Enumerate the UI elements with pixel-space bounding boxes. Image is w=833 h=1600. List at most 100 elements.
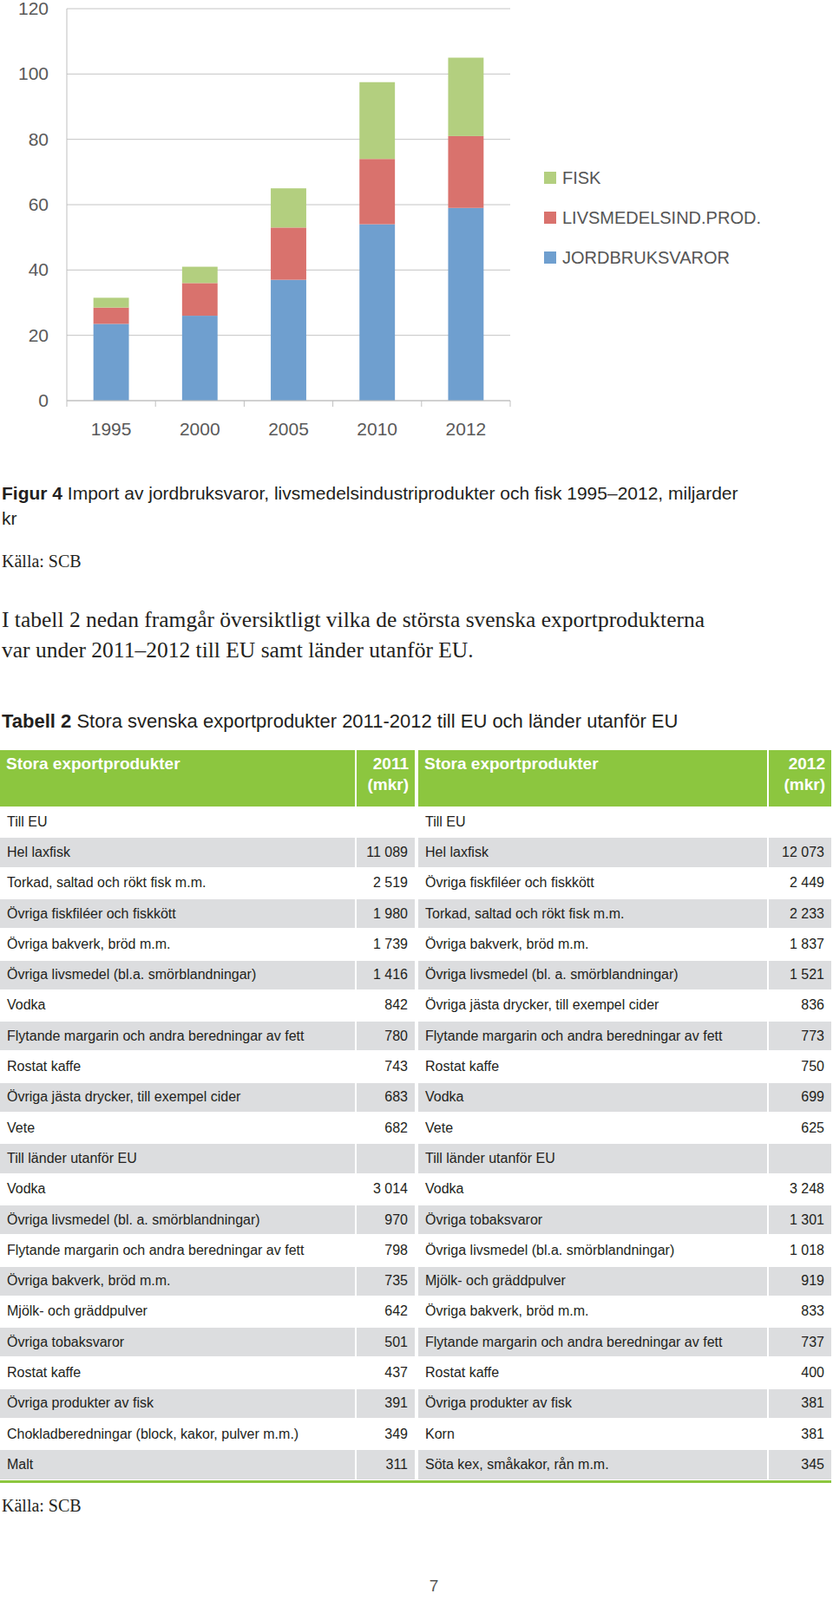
table-cell: Rostat kaffe: [418, 1052, 768, 1082]
header-cell: 2011 (mkr): [356, 750, 415, 807]
table-cell: [768, 807, 832, 837]
table-cell: Vodka: [418, 1175, 768, 1205]
table-cell: 400: [768, 1358, 832, 1388]
y-tick-label: 80: [28, 129, 49, 150]
table-cell: 1 837: [768, 930, 832, 959]
table-title: Tabell 2 Stora svenska exportprodukter 2…: [1, 710, 678, 734]
x-axis: [66, 400, 511, 402]
grid-line: [66, 400, 511, 402]
table-cell: 1 018: [768, 1236, 832, 1266]
table-cell: Hel laxfisk: [418, 838, 768, 867]
legend-swatch: [544, 171, 557, 184]
table-cell: 737: [768, 1328, 832, 1358]
bar-segment: [447, 58, 484, 137]
chart: 02040608010012019952000200520102012FISKL…: [0, 0, 833, 452]
table-cell: Övriga bakverk, bröd m.m.: [0, 1267, 355, 1297]
bar-segment: [447, 136, 484, 209]
table-cell: Flytande margarin och andra beredningar …: [418, 1022, 768, 1051]
x-tick: [420, 400, 422, 407]
x-tick-label: 2000: [179, 419, 221, 440]
table-cell: 311: [356, 1450, 415, 1480]
header-cell: 2012 (mkr): [768, 750, 832, 807]
grid-line: [66, 73, 511, 75]
table-cell: [356, 807, 415, 837]
table-title-text: Stora svenska exportprodukter 2011-2012 …: [76, 710, 678, 733]
table-cell: Till EU: [0, 807, 355, 837]
figure-source: Källa: SCB: [1, 551, 82, 572]
caption-label: Figur 4: [1, 483, 63, 504]
legend-label: LIVSMEDELSIND.PROD.: [562, 208, 761, 228]
table-cell: 833: [768, 1298, 832, 1327]
bars: [93, 58, 485, 402]
table-cell: Flytande margarin och andra beredningar …: [0, 1236, 355, 1266]
table-cell: Till länder utanför EU: [0, 1144, 355, 1174]
table-cell: Vodka: [0, 1175, 355, 1205]
legend-label: JORDBRUKSVAROR: [562, 248, 730, 268]
table-cell: 11 089: [356, 838, 415, 867]
figure-caption: Figur 4 Import av jordbruksvaror, livsme…: [1, 480, 748, 532]
y-axis: [66, 8, 68, 401]
table-cell: Övriga livsmedel (bl. a. smörblandningar…: [418, 961, 768, 991]
bar-segment: [182, 267, 218, 284]
table-cell: 381: [768, 1390, 832, 1419]
x-tick-label: 2005: [268, 419, 309, 440]
table-cell: Rostat kaffe: [418, 1358, 768, 1388]
table-cell: 1 980: [356, 899, 415, 929]
table-cell: 3 248: [768, 1175, 832, 1205]
table-cell: Vete: [0, 1114, 355, 1143]
table-cell: Flytande margarin och andra beredningar …: [0, 1022, 355, 1051]
table-cell: 970: [356, 1206, 415, 1235]
table-cell: Övriga tobaksvaror: [418, 1206, 768, 1235]
legend-label: FISK: [562, 168, 602, 188]
page-number: 7: [425, 1577, 443, 1597]
table-cell: 780: [356, 1022, 415, 1051]
table-cell: Chokladberedningar (block, kakor, pulver…: [0, 1420, 355, 1450]
x-tick: [510, 400, 512, 407]
table-cell: 842: [356, 991, 415, 1021]
legend-swatch: [544, 211, 557, 224]
table-cell: [768, 1144, 832, 1174]
y-tick-label: 20: [28, 325, 49, 346]
table-cell: Vete: [418, 1114, 768, 1143]
grid-line: [66, 138, 511, 140]
bar-segment: [359, 82, 395, 160]
table-cell: Övriga bakverk, bröd m.m.: [0, 930, 355, 959]
table-cell: Övriga produkter av fisk: [0, 1390, 355, 1419]
table-label: Tabell 2: [1, 710, 72, 733]
table-cell: 682: [356, 1114, 415, 1143]
table-cell: 381: [768, 1420, 832, 1450]
x-tick: [155, 400, 157, 407]
table-cell: 1 521: [768, 961, 832, 991]
table-cell: 919: [768, 1267, 832, 1297]
table-cell: Malt: [0, 1450, 355, 1480]
table-cell: 773: [768, 1022, 832, 1051]
bar-segment: [270, 280, 307, 401]
table-cell: Hel laxfisk: [0, 838, 355, 867]
table-cell: Övriga bakverk, bröd m.m.: [418, 1298, 768, 1327]
table-cell: 2 233: [768, 899, 832, 929]
table-source: Källa: SCB: [1, 1496, 82, 1517]
y-tick-label: 60: [28, 194, 49, 215]
bar-segment: [447, 208, 484, 401]
table-cell: 1 739: [356, 930, 415, 959]
table-cell: Övriga fiskfiléer och fiskkött: [0, 899, 355, 929]
table-cell: 699: [768, 1083, 832, 1113]
bar-segment: [182, 315, 218, 401]
table-cell: Övriga tobaksvaror: [0, 1328, 355, 1358]
bar-segment: [93, 308, 130, 325]
table-cell: Övriga fiskfiléer och fiskkött: [418, 869, 768, 899]
y-tick-label: 120: [18, 0, 49, 19]
bar-segment: [270, 227, 307, 280]
table-cell: Övriga livsmedel (bl. a. smörblandningar…: [0, 1206, 355, 1235]
table-cell: 735: [356, 1267, 415, 1297]
table-cell: 642: [356, 1298, 415, 1327]
table-cell: Till länder utanför EU: [418, 1144, 768, 1174]
table-cell: Vodka: [418, 1083, 768, 1113]
table-cell: Rostat kaffe: [0, 1052, 355, 1082]
x-tick-label: 2012: [446, 419, 487, 440]
table-cell: 798: [356, 1236, 415, 1266]
x-tick: [332, 400, 334, 407]
bar-segment: [93, 297, 130, 308]
table-cell: 683: [356, 1083, 415, 1113]
table-cell: 3 014: [356, 1175, 415, 1205]
